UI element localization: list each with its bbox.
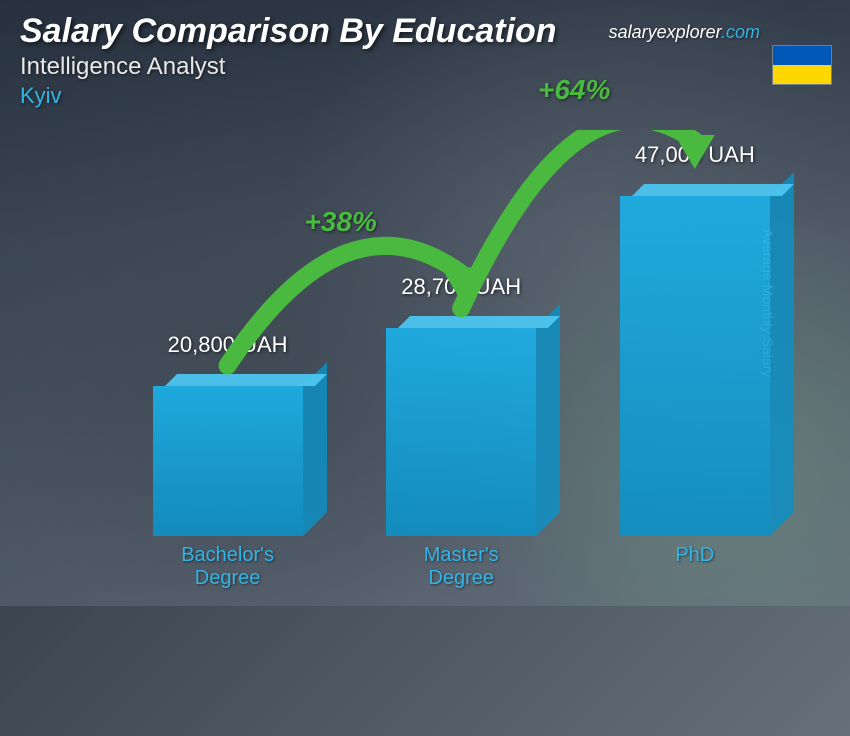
category-label: PhD bbox=[675, 544, 714, 567]
bar bbox=[620, 196, 770, 536]
watermark-brand: salaryexplorer bbox=[609, 22, 721, 42]
watermark-suffix: .com bbox=[721, 22, 760, 42]
flag-top-stripe bbox=[773, 46, 831, 65]
bar-side bbox=[536, 304, 560, 536]
bar-side bbox=[303, 362, 327, 536]
chart-location: Kyiv bbox=[20, 83, 830, 109]
bar-top bbox=[632, 184, 794, 196]
bar bbox=[153, 386, 303, 536]
bar-front bbox=[620, 196, 770, 536]
percent-increase-label: +64% bbox=[538, 74, 610, 106]
watermark: salaryexplorer.com bbox=[609, 22, 760, 43]
bar-top bbox=[165, 374, 327, 386]
bar bbox=[386, 328, 536, 536]
category-label: Bachelor's Degree bbox=[181, 544, 274, 590]
value-label: 28,700 UAH bbox=[401, 274, 521, 300]
flag-ukraine-icon bbox=[772, 45, 832, 85]
category-label: Master's Degree bbox=[424, 544, 499, 590]
chart-area: 20,800 UAHBachelor's Degree28,700 UAHMas… bbox=[60, 130, 790, 536]
bar-front bbox=[386, 328, 536, 536]
flag-bottom-stripe bbox=[773, 65, 831, 84]
bar-front bbox=[153, 386, 303, 536]
value-label: 47,000 UAH bbox=[635, 142, 755, 168]
value-label: 20,800 UAH bbox=[168, 332, 288, 358]
chart-subtitle: Intelligence Analyst bbox=[20, 53, 830, 81]
percent-increase-label: +38% bbox=[304, 206, 376, 238]
bar-top bbox=[398, 316, 560, 328]
bar-side bbox=[770, 172, 794, 536]
